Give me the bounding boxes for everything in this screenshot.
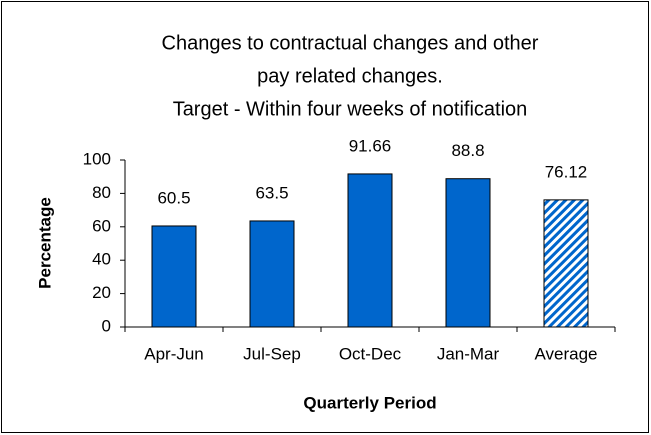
x-tick-label: Jul-Sep: [243, 344, 301, 363]
bar: [445, 178, 491, 328]
chart-title: Target - Within four weeks of notificati…: [173, 98, 528, 120]
x-tick-label: Jan-Mar: [437, 344, 500, 363]
y-axis-title: Percentage: [35, 197, 54, 289]
bar: [543, 199, 589, 328]
x-tick-label: Oct-Dec: [339, 344, 402, 363]
y-tick-label: 20: [92, 283, 111, 302]
data-label: 91.66: [349, 136, 392, 155]
x-tick-label: Average: [534, 344, 597, 363]
y-tick-label: 40: [92, 250, 111, 269]
y-tick-label: 80: [92, 183, 111, 202]
chart-title: Changes to contractual changes and other: [162, 32, 539, 54]
bar: [347, 173, 393, 328]
data-label: 76.12: [545, 162, 588, 181]
data-label: 63.5: [255, 183, 288, 202]
y-tick-label: 100: [83, 149, 111, 168]
data-label: 88.8: [451, 141, 484, 160]
x-tick-label: Apr-Jun: [144, 344, 204, 363]
chart-title: pay related changes.: [257, 65, 443, 87]
x-axis-title: Quarterly Period: [303, 393, 436, 412]
y-tick-label: 0: [102, 316, 111, 335]
bar: [249, 220, 295, 328]
bar: [151, 225, 197, 328]
data-label: 60.5: [157, 188, 190, 207]
y-tick-label: 60: [92, 216, 111, 235]
